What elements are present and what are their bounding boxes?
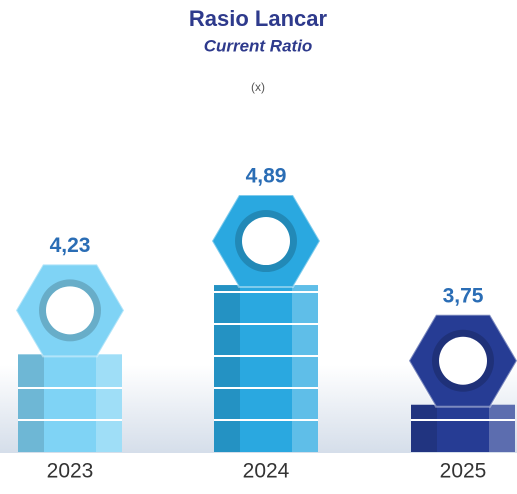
chart-title: Rasio Lancar [189,6,328,31]
value-label: 3,75 [443,284,484,307]
nut-hole [242,217,290,265]
bar-highlight [489,405,515,452]
x-tick-label: 2024 [243,460,290,483]
value-label: 4,23 [50,234,91,257]
bar-shade [411,405,437,452]
chart: Rasio Lancar Current Ratio (x) 4,23 2023 4… [0,0,517,489]
bar-highlight [96,354,122,452]
bar-shade [214,285,240,452]
bar-shade [18,354,44,452]
unit-label: (x) [251,80,265,94]
x-tick-label: 2025 [440,460,487,483]
x-tick-label: 2023 [47,460,94,483]
value-label: 4,89 [246,165,287,188]
chart-subtitle: Current Ratio [204,36,313,55]
bar-highlight [292,285,318,452]
nut-hole [439,337,487,385]
nut-hole [46,286,94,334]
